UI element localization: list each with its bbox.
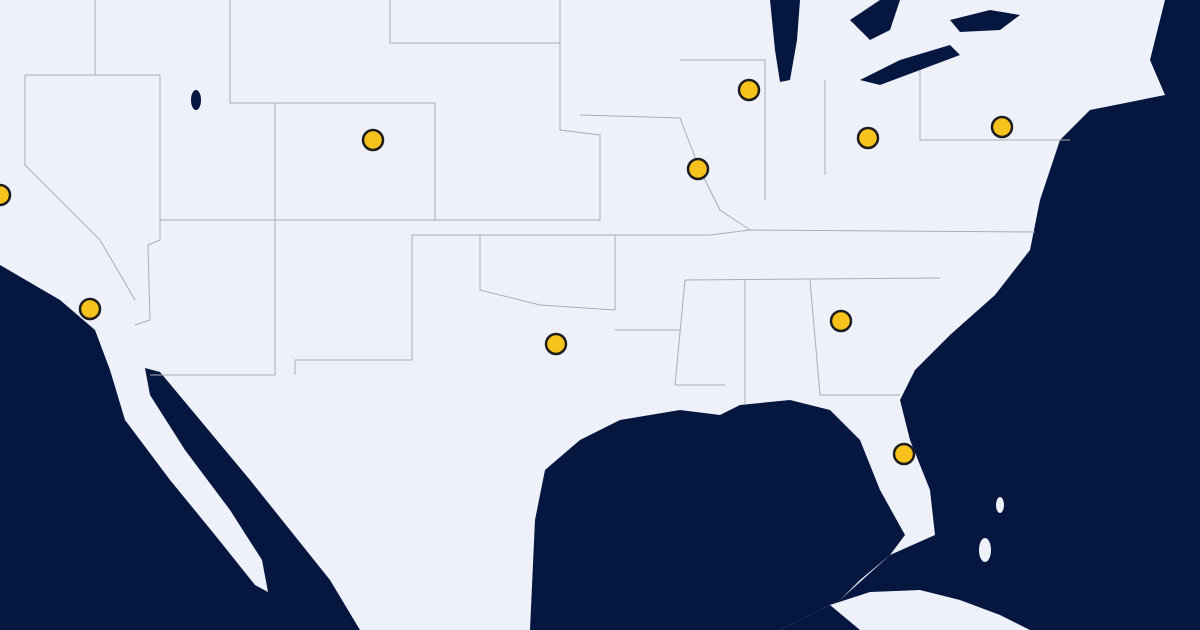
marker[interactable] bbox=[544, 332, 568, 356]
marker[interactable] bbox=[990, 115, 1014, 139]
lake-superior-huron bbox=[850, 0, 900, 40]
atlantic-ocean bbox=[780, 0, 1200, 630]
marker[interactable] bbox=[856, 126, 880, 150]
marker[interactable] bbox=[892, 442, 916, 466]
lake-michigan bbox=[770, 0, 800, 82]
marker[interactable] bbox=[361, 128, 385, 152]
marker[interactable] bbox=[737, 78, 761, 102]
great-salt-lake bbox=[191, 90, 201, 110]
markers bbox=[0, 78, 1014, 466]
cuba bbox=[830, 590, 1030, 630]
lake-ontario bbox=[950, 10, 1020, 32]
island bbox=[979, 538, 991, 562]
marker[interactable] bbox=[78, 297, 102, 321]
marker[interactable] bbox=[0, 183, 12, 207]
lake-erie bbox=[860, 45, 960, 85]
marker[interactable] bbox=[829, 309, 853, 333]
gulf-of-mexico bbox=[530, 400, 905, 630]
marker[interactable] bbox=[686, 157, 710, 181]
island bbox=[996, 497, 1004, 513]
pacific-ocean bbox=[0, 265, 360, 630]
